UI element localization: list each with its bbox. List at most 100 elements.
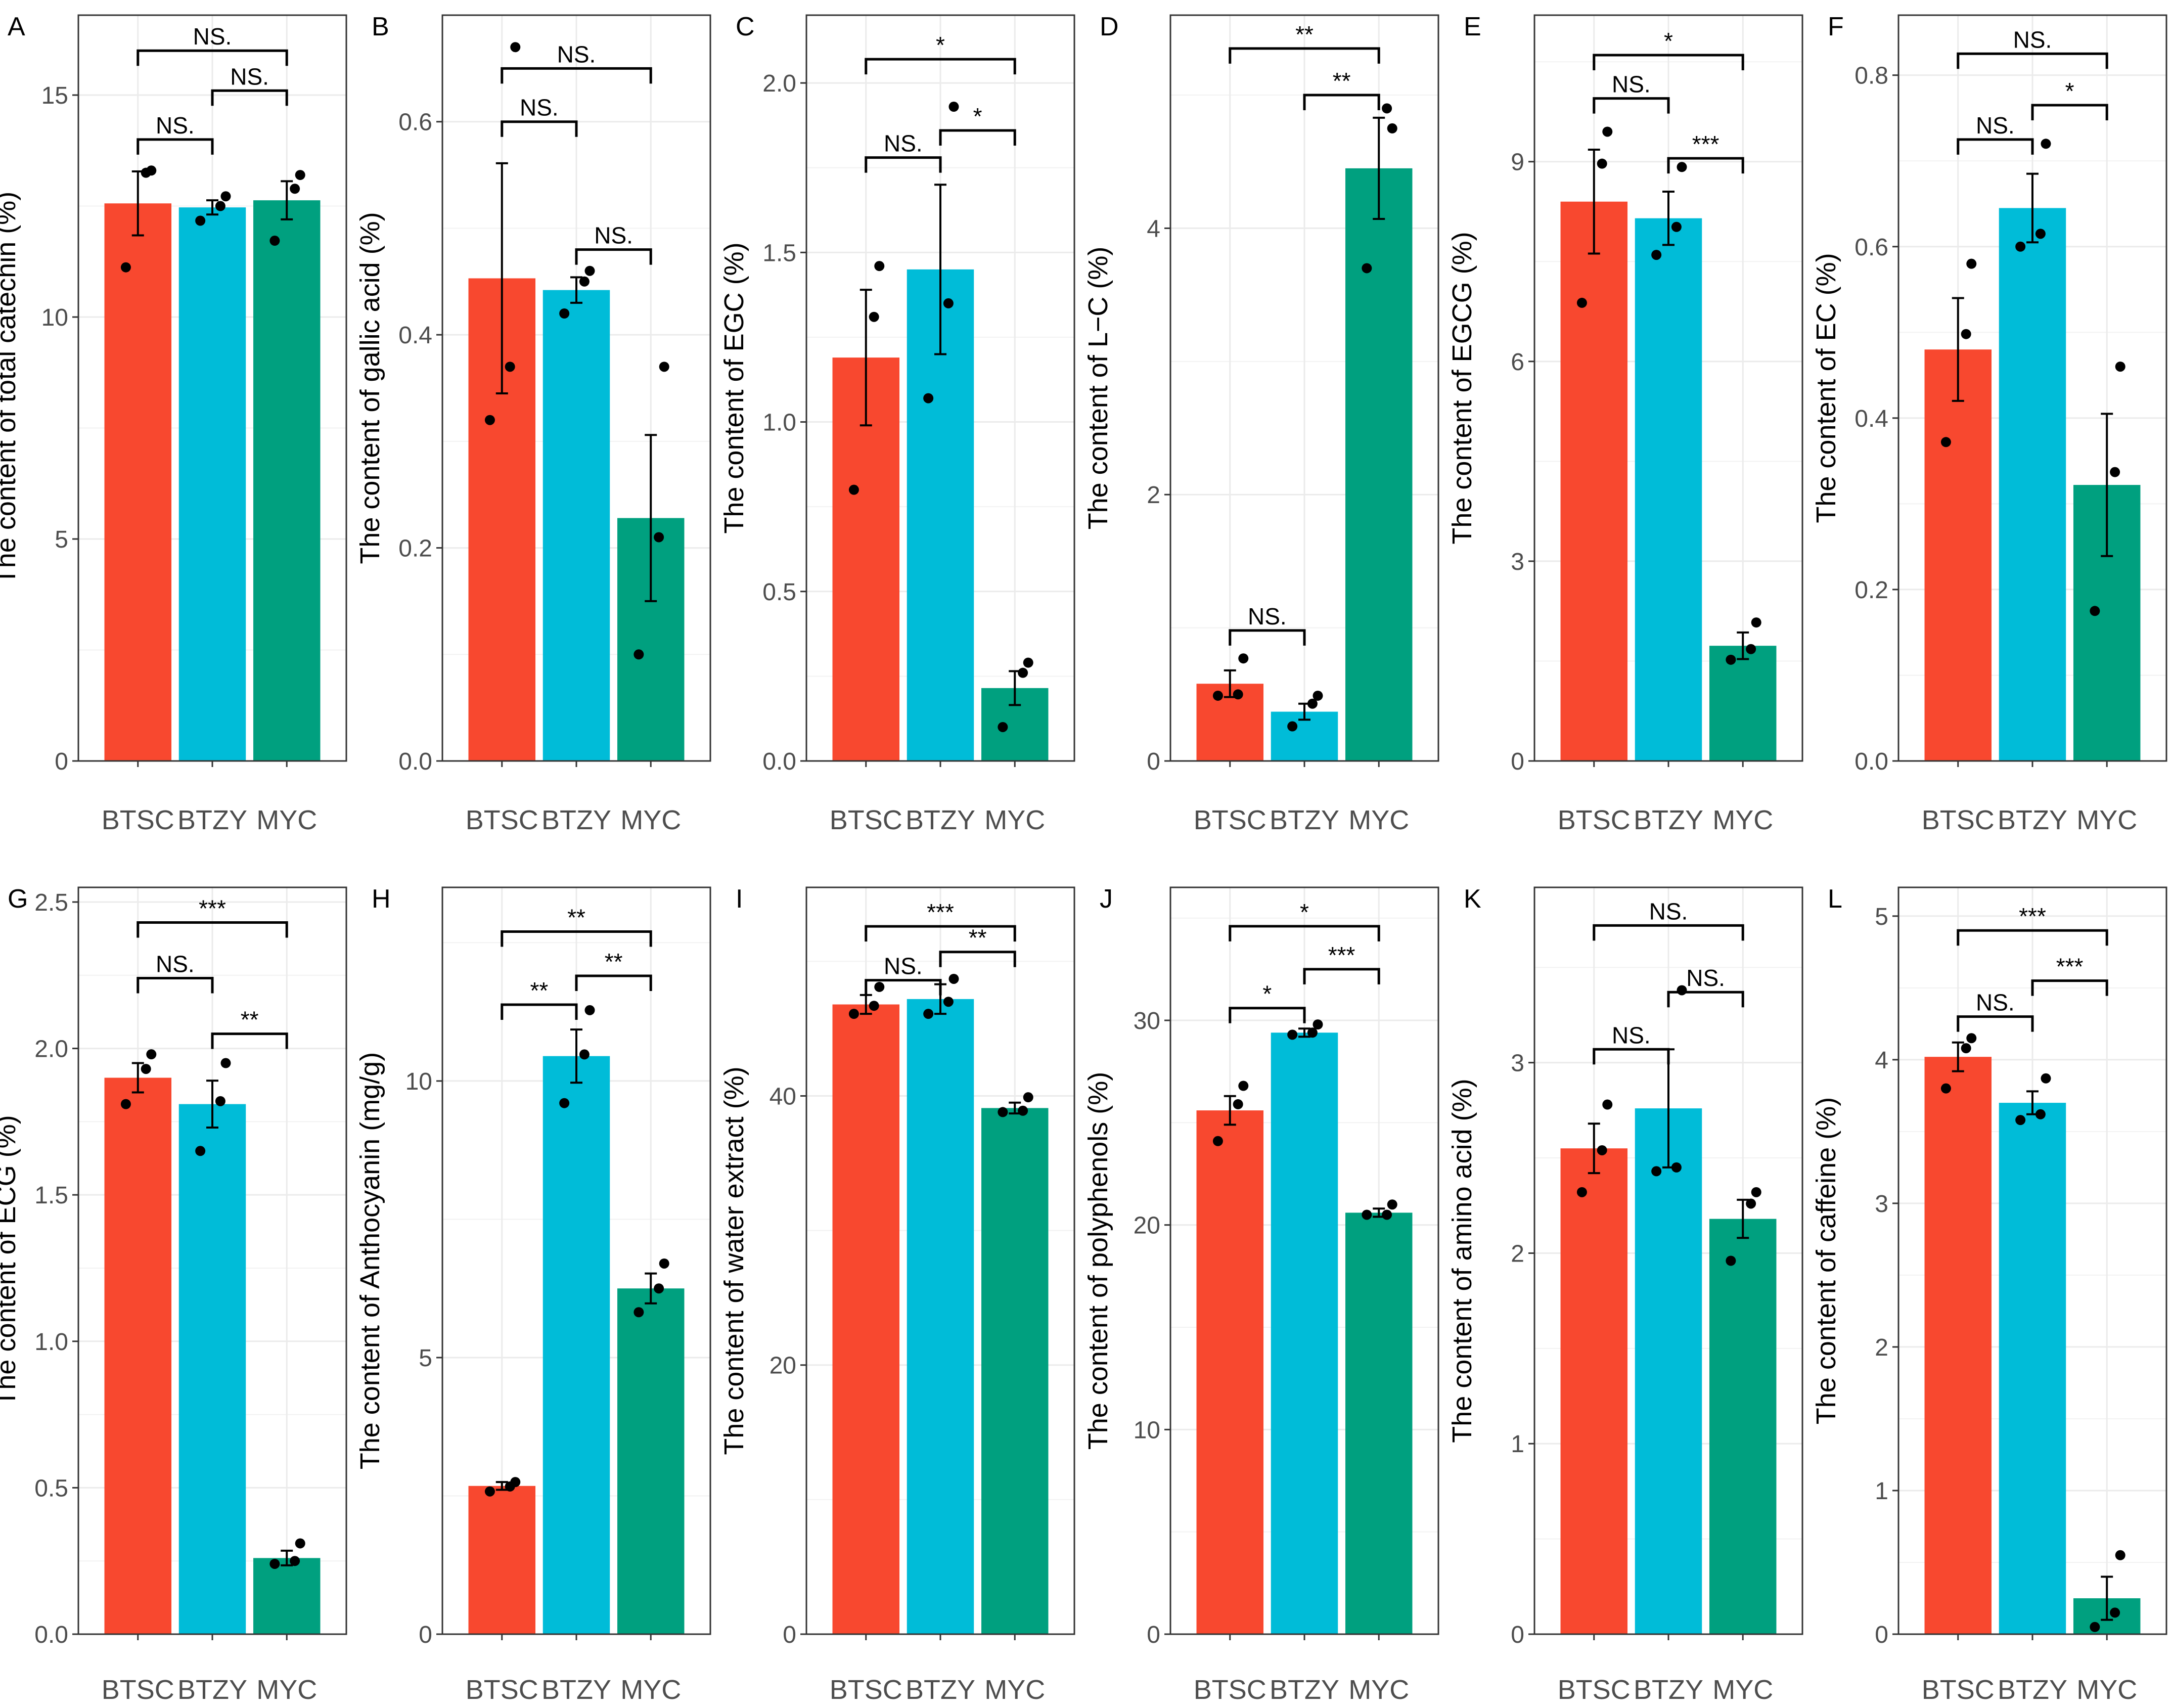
bar-btsc — [1196, 1110, 1264, 1634]
significance-bracket — [1957, 138, 2034, 155]
significance-label: NS. — [230, 63, 269, 89]
significance-bracket — [1229, 47, 1380, 64]
panel-letter: G — [8, 884, 28, 914]
bar-myc — [617, 1288, 685, 1634]
y-tick-label: 0 — [1511, 1622, 1524, 1648]
data-point — [2110, 1607, 2120, 1618]
panel-border — [77, 886, 347, 1635]
data-point — [2110, 467, 2120, 477]
significance-label: * — [1664, 28, 1673, 54]
x-tick-label: MYC — [2076, 1675, 2137, 1705]
significance-label: ** — [241, 1007, 259, 1033]
y-tick-label: 3 — [1511, 549, 1524, 575]
y-tick-label: 0.5 — [34, 1475, 68, 1502]
x-tick-label: MYC — [256, 805, 317, 835]
data-point — [1597, 158, 1607, 169]
data-point — [2115, 362, 2125, 372]
significance-bracket — [211, 1032, 288, 1049]
significance-label: ** — [1333, 68, 1351, 94]
data-point — [874, 981, 885, 992]
significance-bracket — [1303, 94, 1380, 111]
data-point — [1018, 667, 1028, 678]
x-tick-label: BTZY — [1634, 805, 1703, 835]
data-point — [215, 1096, 225, 1106]
data-point — [1671, 221, 1682, 232]
data-point — [1307, 698, 1318, 709]
y-tick-label: 1 — [1511, 1431, 1524, 1458]
data-point — [948, 973, 959, 984]
x-tick-label: BTSC — [1194, 1675, 1266, 1705]
data-point — [1966, 258, 1977, 269]
data-point — [2115, 1550, 2125, 1560]
y-axis-label: The content of EGC (%) — [719, 242, 749, 533]
data-point — [1382, 103, 1392, 114]
significance-label: ** — [530, 977, 548, 1004]
data-point — [146, 165, 157, 176]
data-point — [1576, 297, 1587, 308]
data-point — [874, 261, 885, 272]
data-point — [220, 191, 231, 202]
x-tick-label: BTSC — [466, 805, 538, 835]
y-axis-label: The content of L−C (%) — [1083, 247, 1113, 530]
data-point — [1602, 1099, 1613, 1110]
significance-bracket — [1957, 929, 2108, 946]
x-tick-label: BTZY — [906, 1675, 975, 1705]
y-tick-label: 1.5 — [34, 1182, 68, 1209]
bar-myc — [1709, 646, 1777, 761]
x-tick-label: MYC — [256, 1675, 317, 1705]
bar-btzy — [542, 290, 610, 761]
data-point — [2015, 241, 2026, 252]
bar-btzy — [1635, 218, 1702, 761]
significance-label: ** — [567, 905, 585, 931]
x-tick-label: MYC — [620, 805, 681, 835]
data-point — [484, 1486, 495, 1497]
panel-h: H 0 5 10 The content of Anthocyanin (mg/g) BT… — [355, 884, 711, 1705]
data-point — [559, 1098, 570, 1108]
data-point — [484, 415, 495, 425]
significance-bracket — [137, 977, 214, 994]
panel-border — [1533, 14, 1803, 762]
panel-border — [805, 886, 1075, 1635]
significance-label: ** — [969, 925, 987, 951]
y-tick-label: 10 — [41, 304, 68, 331]
panel-letter: D — [1100, 12, 1119, 41]
significance-bracket — [1593, 97, 1670, 114]
significance-label: *** — [199, 895, 226, 922]
data-point — [943, 997, 954, 1007]
x-tick-label: MYC — [984, 805, 1045, 835]
data-point — [869, 1001, 879, 1011]
y-tick-label: 0 — [1875, 1622, 1888, 1648]
significance-label: *** — [1328, 942, 1355, 968]
data-point — [2015, 1115, 2026, 1126]
x-tick-label: BTZY — [1270, 805, 1339, 835]
bar-myc — [981, 1108, 1049, 1634]
data-point — [1677, 162, 1687, 172]
bar-btzy — [1635, 1108, 1702, 1634]
data-point — [1307, 1027, 1318, 1038]
data-point — [2035, 229, 2046, 239]
data-point — [215, 201, 225, 211]
data-point — [998, 722, 1008, 732]
significance-bracket — [1593, 924, 1744, 941]
significance-label: NS. — [884, 130, 923, 157]
significance-bracket — [865, 156, 942, 173]
bar-myc — [1345, 1212, 1413, 1634]
significance-label: * — [973, 103, 982, 129]
y-tick-label: 0 — [1511, 748, 1524, 775]
data-point — [1313, 690, 1323, 701]
significance-bracket — [1229, 629, 1306, 646]
significance-bracket — [865, 979, 942, 996]
data-point — [659, 1258, 669, 1269]
data-point — [1940, 1083, 1951, 1094]
x-tick-label: BTZY — [1270, 1675, 1339, 1705]
y-tick-label: 2.5 — [34, 889, 68, 916]
bar-btsc — [104, 1077, 172, 1634]
significance-label: * — [1300, 899, 1309, 925]
y-tick-label: 20 — [770, 1353, 796, 1379]
x-tick-label: MYC — [620, 1675, 681, 1705]
significance-label: NS. — [1976, 990, 2015, 1016]
significance-label: *** — [1692, 131, 1720, 157]
y-axis-label: The content of caffeine (%) — [1811, 1097, 1841, 1424]
significance-bracket — [1957, 1015, 2034, 1032]
bar-btsc — [1924, 349, 1992, 761]
